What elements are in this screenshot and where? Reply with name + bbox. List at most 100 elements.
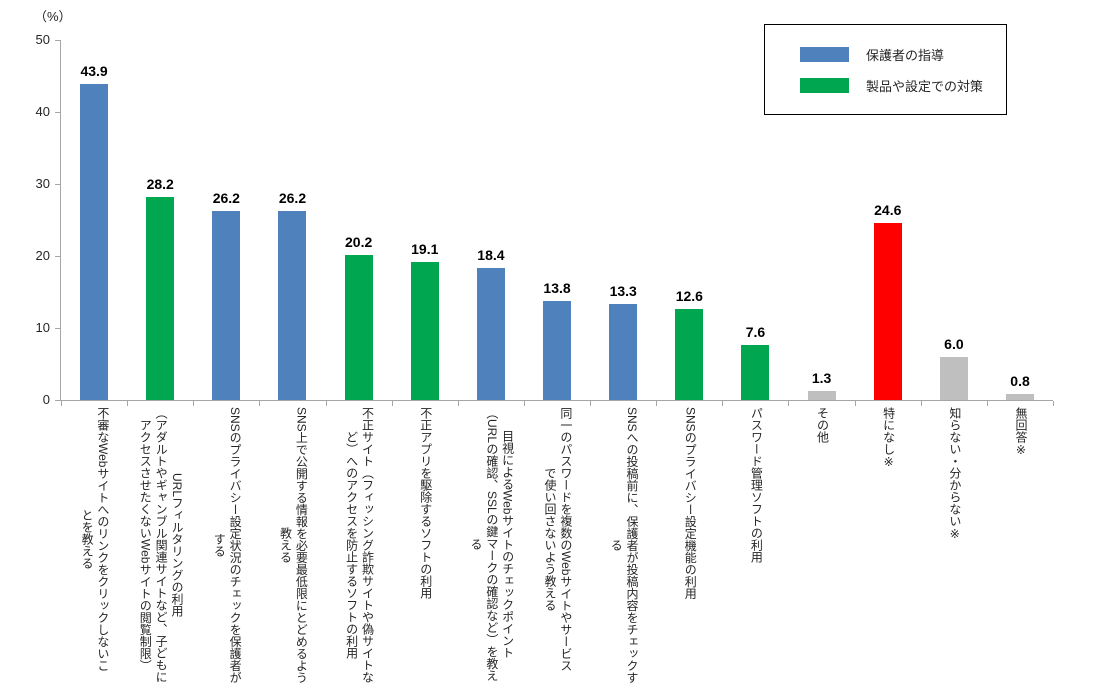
bar[interactable] [146, 196, 175, 400]
x-tick-mark [325, 401, 327, 406]
bar-slot: 0.8 [987, 40, 1053, 400]
bar-value-label: 43.9 [80, 62, 108, 79]
bar-slot: 1.3 [789, 40, 855, 400]
y-tick-mark [55, 256, 60, 257]
x-tick-mark [193, 401, 195, 406]
category-label-slot: その他 [789, 407, 855, 688]
x-tick-mark [523, 401, 525, 406]
bar[interactable] [675, 309, 704, 400]
bar-value-label: 13.8 [543, 279, 571, 296]
bar-value-label: 1.3 [811, 369, 832, 386]
bar-value-label: 28.2 [146, 175, 174, 192]
x-tick-mark [590, 401, 592, 406]
bar[interactable] [212, 211, 241, 400]
legend: 保護者の指導製品や設定での対策 [764, 24, 1007, 115]
x-tick-mark [457, 401, 459, 406]
legend-entry: 保護者の指導 [800, 45, 1006, 64]
x-tick-mark [1053, 401, 1054, 406]
bar-value-label: 20.2 [345, 233, 373, 250]
bar-value-label: 19.1 [411, 241, 439, 258]
bar-slot: 19.1 [392, 40, 458, 400]
bar-value-label: 26.2 [278, 190, 307, 207]
bar[interactable] [873, 222, 902, 400]
category-label: パスワード管理ソフトの利用 [749, 407, 764, 563]
bar[interactable] [476, 267, 505, 400]
bar-value-label: 13.3 [609, 283, 637, 300]
y-tick-mark [55, 184, 60, 185]
category-label: SNSのプライバシー設定機能の利用 [683, 407, 698, 600]
x-tick-mark [127, 401, 129, 406]
category-label-slot: 不審なWebサイトへのリンクをクリックしないこ とを教える [61, 407, 127, 688]
category-label: 無回答※ [1013, 407, 1028, 457]
category-axis-labels: 不審なWebサイトへのリンクをクリックしないこ とを教える URLフィルタリングの… [61, 407, 1053, 688]
y-tick-label: 30 [35, 176, 50, 191]
category-label-slot: SNS上で公開する情報を必要最低限にとどめるよう 教える [259, 407, 325, 688]
bar-slot: 13.8 [524, 40, 590, 400]
bar-slot: 6.0 [921, 40, 987, 400]
bar[interactable] [807, 390, 836, 400]
category-label: 特になし※ [881, 407, 896, 469]
bar-value-label: 6.0 [944, 335, 964, 352]
x-tick-mark [920, 401, 922, 406]
x-axis-line [55, 400, 1053, 401]
bar[interactable] [741, 345, 770, 400]
x-tick-mark [391, 401, 393, 406]
x-tick-mark [61, 401, 62, 406]
bar-slot: 18.4 [458, 40, 524, 400]
bar[interactable] [609, 304, 638, 400]
category-label-slot: 不正アプリを駆除するソフトの利用 [392, 407, 458, 688]
category-label: SNSのプライバシー設定状況のチェックを保護者が する [212, 407, 243, 684]
category-label-slot: 無回答※ [987, 407, 1053, 688]
category-label: その他 [815, 407, 830, 443]
bar-slot: 26.2 [259, 40, 325, 400]
category-label: 同一のパスワードを複数のWebサイトやサービス で使い回さないよう教える [543, 407, 573, 672]
y-tick-mark [55, 112, 60, 113]
category-label-slot: SNSのプライバシー設定機能の利用 [656, 407, 722, 688]
bar-slot: 20.2 [326, 40, 392, 400]
category-label-slot: 特になし※ [855, 407, 921, 688]
category-label: URLフィルタリングの利用 （アダルトやギャンブル関連サイトなど、子どもに アク… [138, 407, 184, 683]
legend-swatch-icon [800, 46, 849, 62]
bar-slot: 24.6 [855, 40, 921, 400]
y-tick-label: 0 [42, 392, 50, 407]
x-tick-mark [986, 401, 988, 406]
bar-value-label: 18.4 [477, 246, 505, 263]
bar[interactable] [80, 83, 109, 400]
legend-entry: 製品や設定での対策 [800, 76, 1006, 95]
bar-value-label: 12.6 [675, 288, 703, 305]
category-label: 知らない・分からない※ [947, 407, 962, 541]
category-label-slot: 知らない・分からない※ [921, 407, 987, 688]
y-axis-unit-label: （%） [34, 9, 72, 24]
category-label-slot: 同一のパスワードを複数のWebサイトやサービス で使い回さないよう教える [524, 407, 590, 688]
category-label-slot: SNSへの投稿前に、保護者が投稿内容をチェックす る [590, 407, 656, 688]
bar[interactable] [543, 300, 572, 400]
y-tick-label: 20 [35, 248, 50, 263]
bar[interactable] [278, 211, 307, 400]
bar[interactable] [1006, 394, 1035, 400]
bar[interactable] [939, 356, 968, 400]
bar-slot: 7.6 [722, 40, 788, 400]
bar-value-label: 7.6 [745, 324, 766, 341]
category-label: 不審なWebサイトへのリンクをクリックしないこ とを教える [80, 407, 110, 672]
category-label: 不正アプリを駆除するソフトの利用 [418, 407, 433, 599]
y-tick-label: 10 [35, 320, 50, 335]
x-tick-mark [259, 401, 261, 406]
category-label: SNSへの投稿前に、保護者が投稿内容をチェックす る [609, 407, 640, 684]
bar[interactable] [410, 262, 439, 400]
bar-value-label: 26.2 [212, 190, 240, 207]
y-tick-label: 50 [35, 32, 50, 47]
category-label: 目視によるWebサイトのチェックポイント （URLの確認、SSLの鍵マークの確認… [469, 407, 515, 682]
x-tick-mark [656, 401, 658, 406]
bar-slot: 13.3 [590, 40, 656, 400]
category-label-slot: パスワード管理ソフトの利用 [722, 407, 788, 688]
x-tick-mark [722, 401, 724, 406]
bar-slot: 28.2 [127, 40, 193, 400]
legend-label: 製品や設定での対策 [866, 78, 984, 94]
bar[interactable] [344, 254, 373, 400]
y-tick-mark [55, 328, 60, 329]
y-tick-mark [55, 40, 60, 41]
x-tick-mark [854, 401, 856, 406]
legend-label: 保護者の指導 [866, 47, 945, 63]
category-label-slot: SNSのプライバシー設定状況のチェックを保護者が する [193, 407, 259, 688]
